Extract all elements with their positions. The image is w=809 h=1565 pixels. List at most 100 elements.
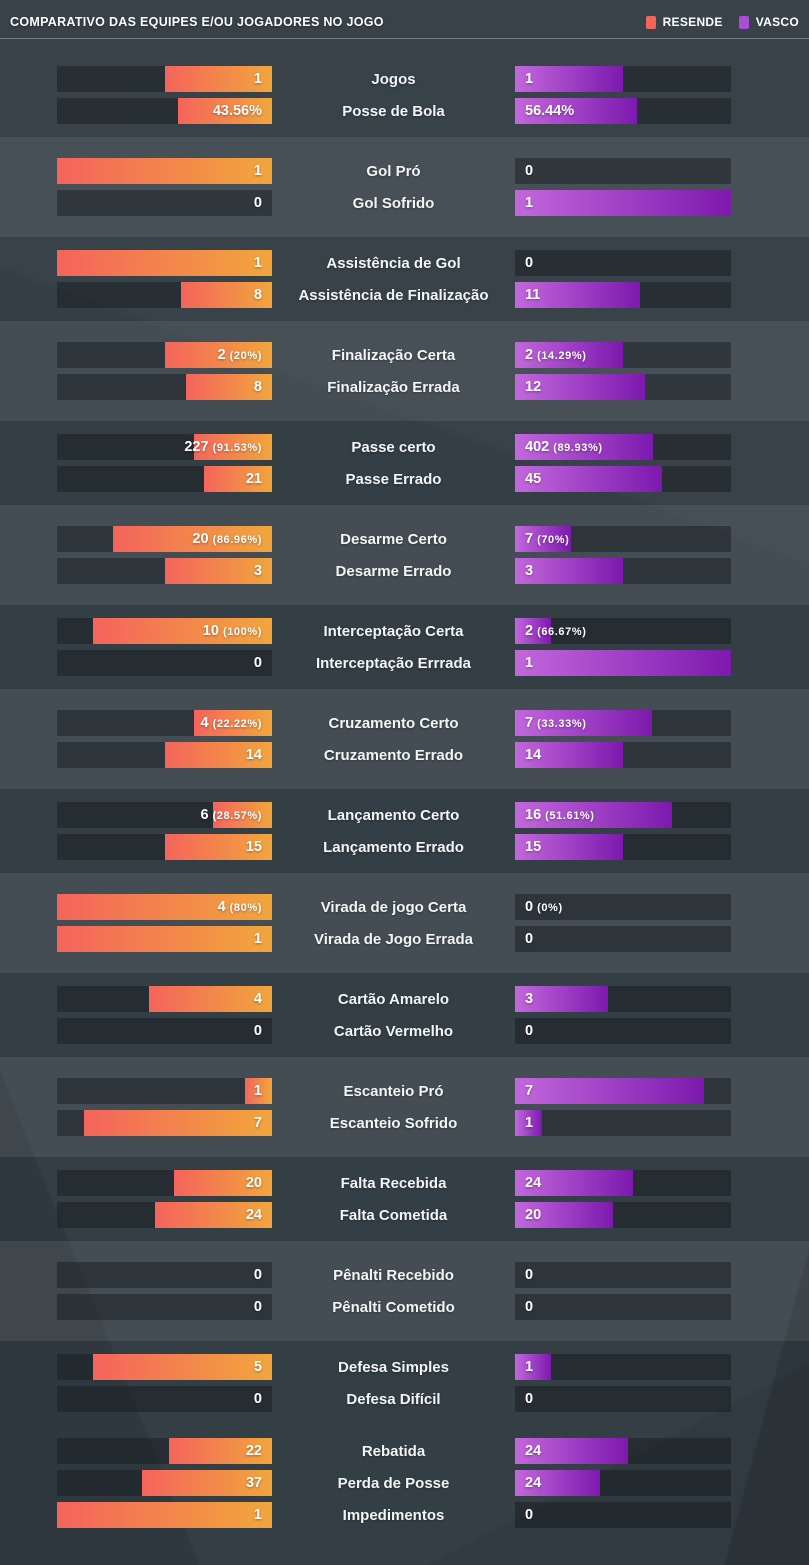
resende-bar <box>92 1354 272 1380</box>
resende-bar <box>149 986 272 1012</box>
vasco-value: 7 (70%) <box>525 531 570 547</box>
vasco-value: 402 (89.93%) <box>525 439 603 455</box>
vasco-value: 16 (51.61%) <box>525 807 595 823</box>
vasco-color-swatch-icon <box>738 15 749 29</box>
resende-value: 0 <box>253 655 262 671</box>
resende-value: 21 <box>245 471 262 487</box>
stat-section: 4 Cartão Amarelo 3 0 Cartão Vermelho 0 <box>0 973 809 1057</box>
stat-row: 20 (86.96%) Desarme Certo 7 (70%) <box>57 526 731 552</box>
resende-value: 1 <box>253 71 262 87</box>
resende-value: 24 <box>245 1207 262 1223</box>
vasco-bar-track: 24 <box>515 1170 731 1196</box>
stat-label: Passe certo <box>351 438 436 456</box>
vasco-value: 1 <box>525 655 534 671</box>
vasco-value: 0 (0%) <box>525 899 563 915</box>
resende-bar-track: 4 <box>57 986 272 1012</box>
resende-value: 0 <box>253 1023 262 1039</box>
stat-row: 1 Escanteio Pró 7 <box>57 1078 731 1104</box>
resende-bar <box>92 618 272 644</box>
stat-section: 1 Jogos 1 43.56% Posse de Bola 56.44% <box>0 53 809 137</box>
stat-label: Cartão Vermelho <box>333 1022 454 1040</box>
vasco-value: 45 <box>525 471 542 487</box>
vasco-value: 0 <box>525 1023 534 1039</box>
vasco-value: 0 <box>525 255 534 271</box>
resende-bar <box>186 374 272 400</box>
stat-label: Falta Cometida <box>339 1206 448 1224</box>
resende-value: 20 <box>245 1175 262 1191</box>
stat-section: 6 (28.57%) Lançamento Certo 16 (51.61%) 15 Lan… <box>0 789 809 873</box>
stat-row: 10 (100%) Interceptação Certa 2 (66.67%) <box>57 618 731 644</box>
resende-value: 0 <box>253 1299 262 1315</box>
resende-bar <box>194 434 272 460</box>
resende-value: 1 <box>253 931 262 947</box>
resende-bar <box>178 98 272 124</box>
stat-row: 227 (91.53%) Passe certo 402 (89.93%) <box>57 434 731 460</box>
resende-value: 1 <box>253 1083 262 1099</box>
stat-row: 8 Assistência de Finalização 11 <box>57 282 731 308</box>
stat-row: 4 Cartão Amarelo 3 <box>57 986 731 1012</box>
vasco-bar-track: 24 <box>515 1470 731 1496</box>
resende-value: 20 (86.96%) <box>192 531 262 547</box>
resende-bar-track: 0 <box>57 1294 272 1320</box>
vasco-bar-track: 11 <box>515 282 731 308</box>
resende-bar-track: 1 <box>57 158 272 184</box>
resende-bar-track: 0 <box>57 1018 272 1044</box>
resende-bar-track: 8 <box>57 282 272 308</box>
vasco-bar-track: 1 <box>515 190 731 216</box>
resende-bar-track: 24 <box>57 1202 272 1228</box>
vasco-value: 0 <box>525 1391 534 1407</box>
stat-row: 6 (28.57%) Lançamento Certo 16 (51.61%) <box>57 802 731 828</box>
stat-row: 37 Perda de Posse 24 <box>57 1470 731 1496</box>
stat-label: Assistência de Gol <box>326 254 461 272</box>
panel-title: COMPARATIVO DAS EQUIPES E/OU JOGADORES N… <box>10 15 384 29</box>
stat-label: Defesa Simples <box>338 1358 449 1376</box>
stat-row: 1 Assistência de Gol 0 <box>57 250 731 276</box>
vasco-bar-track: 24 <box>515 1438 731 1464</box>
vasco-value: 0 <box>525 1267 534 1283</box>
resende-value: 4 (22.22%) <box>200 715 262 731</box>
vasco-bar-track: 1 <box>515 650 731 676</box>
vasco-bar <box>515 742 623 768</box>
resende-value: 0 <box>253 195 262 211</box>
resende-bar <box>169 1438 272 1464</box>
resende-bar <box>57 1502 272 1528</box>
stat-section: 20 Falta Recebida 24 24 Falta Cometida 20 <box>0 1157 809 1241</box>
vasco-bar <box>515 190 731 216</box>
vasco-value: 12 <box>525 379 542 395</box>
resende-bar-track: 10 (100%) <box>57 618 272 644</box>
stat-row: 0 Gol Sofrido 1 <box>57 190 731 216</box>
vasco-bar <box>515 1110 542 1136</box>
stat-row: 0 Defesa Difícil 0 <box>57 1386 731 1412</box>
vasco-bar <box>515 466 663 492</box>
stat-section: 1 Escanteio Pró 7 7 Escanteio Sofrido 1 <box>0 1057 809 1157</box>
stat-label: Falta Recebida <box>340 1174 447 1192</box>
stat-label: Finalização Certa <box>331 346 456 364</box>
resende-value: 10 (100%) <box>202 623 262 639</box>
resende-bar <box>141 1470 272 1496</box>
vasco-bar-track: 402 (89.93%) <box>515 434 731 460</box>
stat-label: Finalização Errada <box>327 378 460 396</box>
resende-value: 2 (20%) <box>217 347 262 363</box>
vasco-value: 11 <box>525 287 541 303</box>
stat-label: Desarme Errado <box>335 562 452 580</box>
resende-bar <box>57 250 272 276</box>
stat-label: Cruzamento Certo <box>328 714 459 732</box>
resende-bar <box>164 742 272 768</box>
stat-row: 1 Gol Pró 0 <box>57 158 731 184</box>
vasco-bar-track: 0 (0%) <box>515 894 731 920</box>
vasco-bar <box>515 802 673 828</box>
vasco-bar <box>515 1470 600 1496</box>
stat-row: 0 Cartão Vermelho 0 <box>57 1018 731 1044</box>
vasco-value: 7 (33.33%) <box>525 715 587 731</box>
resende-bar-track: 0 <box>57 1386 272 1412</box>
stat-label: Perda de Posse <box>337 1474 450 1492</box>
vasco-bar <box>515 1078 704 1104</box>
resende-bar <box>154 1202 272 1228</box>
vasco-bar-track: 0 <box>515 926 731 952</box>
resende-value: 8 <box>253 287 262 303</box>
resende-bar <box>112 526 272 552</box>
vasco-bar <box>515 282 641 308</box>
stat-row: 8 Finalização Errada 12 <box>57 374 731 400</box>
vasco-bar <box>515 650 731 676</box>
legend: RESENDE VASCO <box>645 15 799 29</box>
